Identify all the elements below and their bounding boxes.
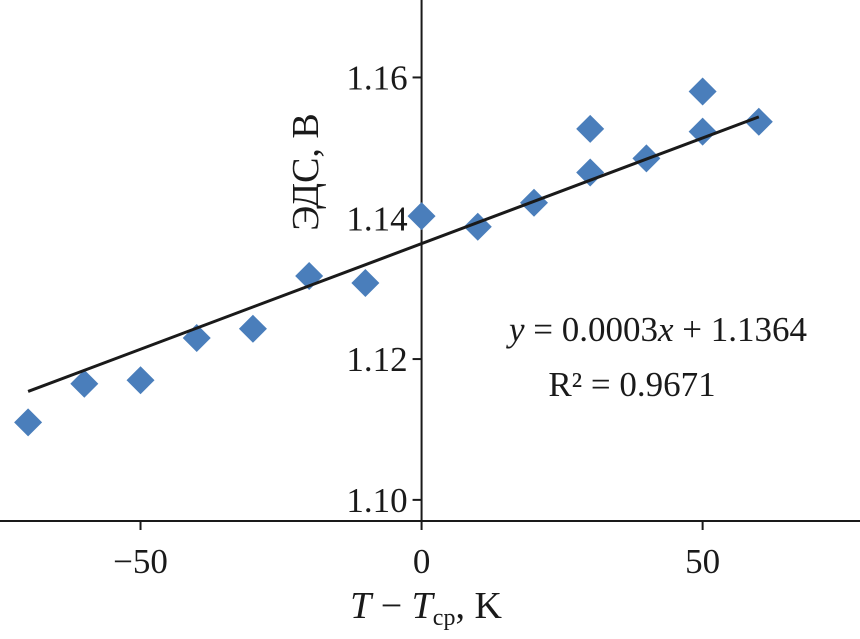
x-tick-label: 0 [413, 542, 431, 581]
x-axis: −50 0 50 [0, 520, 860, 581]
x-tick-label: −50 [113, 542, 168, 581]
data-point [351, 269, 380, 298]
data-point [238, 314, 267, 343]
data-point [14, 408, 43, 437]
r-squared-label: R² = 0.9671 [548, 365, 715, 404]
y-tick-label: 1.12 [346, 340, 407, 379]
data-point [407, 202, 436, 231]
data-point [70, 369, 99, 398]
data-point [688, 117, 717, 146]
x-tick-label: 50 [685, 542, 720, 581]
trendline-equation: y = 0.0003x + 1.1364 [506, 310, 807, 349]
y-axis: 1.10 1.12 1.14 1.16 [346, 0, 423, 521]
data-point [688, 77, 717, 106]
y-tick-label: 1.16 [346, 58, 407, 97]
y-axis-title: ЭДС, В [285, 113, 327, 231]
y-tick-label: 1.10 [346, 481, 407, 520]
data-point [126, 366, 155, 395]
data-points [14, 77, 773, 437]
data-point [576, 158, 605, 187]
x-axis-title: T − Tср, K [350, 585, 502, 631]
y-tick-label: 1.14 [346, 199, 407, 238]
data-point [576, 114, 605, 143]
trendline [27, 115, 760, 393]
data-point [744, 107, 773, 136]
